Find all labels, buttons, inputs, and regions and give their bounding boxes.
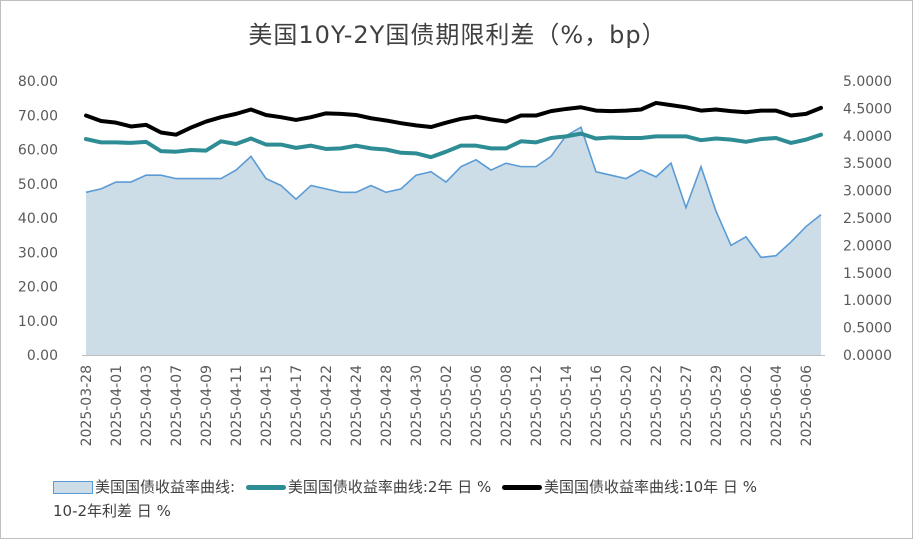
y-right-tick-label: 3.0000 [843, 184, 892, 200]
x-tick-label: 2025-05-20 [619, 365, 635, 446]
y-right-tick-label: 1.5000 [843, 266, 892, 282]
x-tick-label: 2025-04-30 [409, 365, 425, 446]
y-right-tick-label: 2.0000 [843, 238, 892, 254]
y-right-tick-label: 2.5000 [843, 211, 892, 227]
legend-item-spread: 美国国债收益率曲线: [53, 475, 235, 499]
x-tick-label: 2025-04-03 [139, 365, 155, 446]
x-tick-label: 2025-04-15 [259, 365, 275, 446]
y-left-tick-label: 30.00 [18, 245, 58, 261]
y-right-tick-label: 0.0000 [843, 348, 892, 364]
legend: 美国国债收益率曲线: 美国国债收益率曲线:2年 日 % 美国国债收益率曲线:10… [53, 474, 893, 523]
x-tick-label: 2025-05-06 [469, 365, 485, 446]
legend-label-10y: 美国国债收益率曲线:10年 日 % [544, 477, 757, 496]
x-tick-label: 2025-05-14 [559, 365, 575, 446]
y-right-tick-label: 0.5000 [843, 321, 892, 337]
x-tick-label: 2025-04-09 [199, 365, 215, 446]
legend-swatch-10y [502, 484, 543, 490]
legend-row-2: 10-2年利差 日 % [53, 499, 893, 523]
x-tick-label: 2025-05-22 [649, 365, 665, 446]
legend-label-spread-cont: 10-2年利差 日 % [53, 501, 171, 520]
x-tick-label: 2025-05-02 [439, 365, 455, 446]
x-tick-label: 2025-05-16 [589, 365, 605, 446]
y-right-tick-label: 4.0000 [843, 129, 892, 145]
x-tick-label: 2025-04-22 [319, 365, 335, 446]
x-tick-label: 2025-05-27 [679, 365, 695, 446]
x-tick-label: 2025-06-04 [769, 365, 785, 446]
y-left-tick-label: 70.00 [18, 108, 58, 124]
y-right-tick-label: 5.0000 [843, 74, 892, 90]
chart-title: 美国10Y-2Y国债期限利差（%，bp） [248, 21, 667, 49]
x-tick-label: 2025-03-28 [79, 365, 95, 446]
x-tick-label: 2025-06-06 [799, 365, 815, 446]
y-left-tick-label: 50.00 [18, 177, 58, 193]
x-tick-label: 2025-04-07 [169, 365, 185, 446]
x-tick-label: 2025-06-02 [739, 365, 755, 446]
y-left-tick-label: 80.00 [18, 74, 58, 90]
x-tick-label: 2025-05-29 [709, 365, 725, 446]
x-tick-label: 2025-04-11 [229, 365, 245, 446]
x-tick-label: 2025-04-28 [379, 365, 395, 446]
legend-swatch-area [53, 480, 93, 494]
y-right-tick-label: 1.0000 [843, 293, 892, 309]
legend-label-spread: 美国国债收益率曲线: [95, 477, 236, 496]
y-left-tick-label: 20.00 [18, 280, 58, 296]
x-tick-label: 2025-04-01 [109, 365, 125, 446]
series-spread-area [86, 127, 821, 356]
y-left-tick-label: 60.00 [18, 143, 58, 159]
x-tick-label: 2025-05-12 [529, 365, 545, 446]
series-10y-line [84, 100, 823, 137]
series-2y-line [84, 131, 823, 160]
x-tick-label: 2025-05-08 [499, 365, 515, 446]
x-tick-label: 2025-04-17 [289, 365, 305, 446]
y-left-tick-label: 40.00 [18, 211, 58, 227]
y-left-tick-label: 10.00 [18, 314, 58, 330]
y-left-tick-label: 0.00 [27, 348, 58, 364]
x-tick-label: 2025-04-24 [349, 365, 365, 446]
y-right-tick-label: 3.5000 [843, 156, 892, 172]
y-right-tick-label: 4.5000 [843, 101, 892, 117]
series-spread-line [85, 126, 822, 259]
legend-item-10y: 美国国债收益率曲线:10年 日 % [502, 475, 757, 499]
legend-label-2y: 美国国债收益率曲线:2年 日 % [287, 477, 492, 496]
legend-item-2y: 美国国债收益率曲线:2年 日 % [245, 475, 492, 499]
legend-swatch-2y [245, 484, 286, 490]
